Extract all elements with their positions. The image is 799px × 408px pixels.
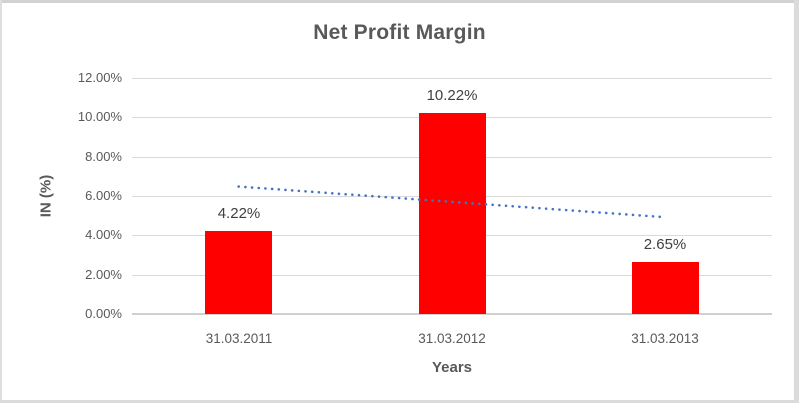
chart-border-bottom bbox=[0, 400, 799, 403]
chart-bar[interactable] bbox=[205, 231, 272, 314]
y-tick-label: 2.00% bbox=[85, 267, 122, 282]
x-tick-label: 31.03.2013 bbox=[631, 331, 699, 346]
y-tick-label: 10.00% bbox=[77, 109, 122, 124]
x-tick-label: 31.03.2012 bbox=[418, 331, 486, 346]
y-tick-label: 8.00% bbox=[85, 149, 122, 164]
gridline bbox=[132, 78, 772, 79]
chart-border-right bbox=[794, 0, 799, 403]
chart-bar[interactable] bbox=[632, 262, 699, 314]
x-tick-label: 31.03.2011 bbox=[205, 331, 273, 346]
chart-border-left bbox=[0, 0, 2, 403]
chart-border-top bbox=[0, 0, 799, 3]
y-tick-label: 4.00% bbox=[85, 227, 122, 242]
y-tick-label: 0.00% bbox=[85, 306, 122, 321]
bar-data-label: 2.65% bbox=[643, 236, 687, 253]
y-tick-label: 12.00% bbox=[77, 70, 122, 85]
chart-title: Net Profit Margin bbox=[313, 21, 486, 44]
x-axis-line bbox=[132, 313, 772, 315]
x-axis-title: Years bbox=[431, 359, 473, 376]
bar-data-label: 10.22% bbox=[426, 87, 478, 104]
chart-bar[interactable] bbox=[419, 113, 486, 314]
bar-data-label: 4.22% bbox=[217, 205, 261, 222]
y-tick-label: 6.00% bbox=[85, 188, 122, 203]
